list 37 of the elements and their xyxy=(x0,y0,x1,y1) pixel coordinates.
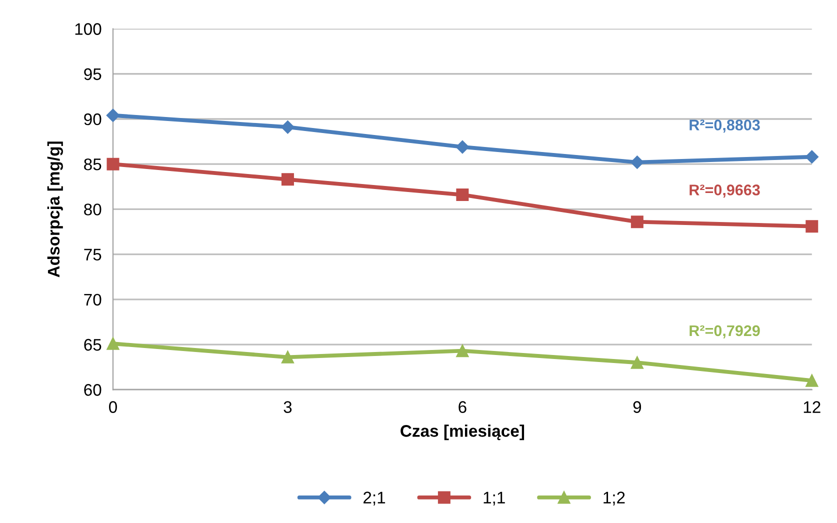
y-tick-label: 90 xyxy=(84,113,102,126)
x-tick-label: 9 xyxy=(633,401,642,413)
annotation: R²=0,9663 xyxy=(690,184,760,198)
point xyxy=(456,188,469,202)
point xyxy=(281,173,294,186)
point xyxy=(106,108,120,122)
point xyxy=(456,140,470,154)
point xyxy=(805,150,818,164)
x-axis-title: Czas [miesiące] xyxy=(400,424,524,440)
point xyxy=(106,158,120,170)
y-tick-label: 70 xyxy=(84,294,102,306)
x-tick-label: 0 xyxy=(109,401,117,413)
point xyxy=(630,216,644,228)
legend-label: 2;1 xyxy=(364,492,386,506)
x-tick-label: 12 xyxy=(804,401,820,413)
y-tick-label: 75 xyxy=(84,248,102,261)
point xyxy=(630,156,644,169)
point xyxy=(106,337,120,350)
x-tick-label: 3 xyxy=(284,401,292,413)
y-tick-label: 100 xyxy=(75,23,102,35)
point xyxy=(281,120,294,134)
point xyxy=(281,350,294,364)
y-tick-label: 80 xyxy=(84,204,102,216)
point xyxy=(456,344,469,358)
y-tick-label: 65 xyxy=(84,338,102,351)
y-tick-label: 85 xyxy=(84,158,102,170)
y-tick-label: 95 xyxy=(84,68,102,80)
point xyxy=(630,356,644,369)
point xyxy=(806,220,818,233)
point xyxy=(806,374,818,387)
annotation: R²=0,8803 xyxy=(690,120,760,133)
y-axis-title: Adsorpcja [mg/g] xyxy=(47,142,63,278)
y-tick-label: 60 xyxy=(84,384,102,396)
x-tick-label: 6 xyxy=(458,401,466,413)
legend-label: 1;1 xyxy=(484,492,505,506)
legend-label: 1;2 xyxy=(604,492,625,506)
annotation: R²=0,7929 xyxy=(690,325,760,338)
